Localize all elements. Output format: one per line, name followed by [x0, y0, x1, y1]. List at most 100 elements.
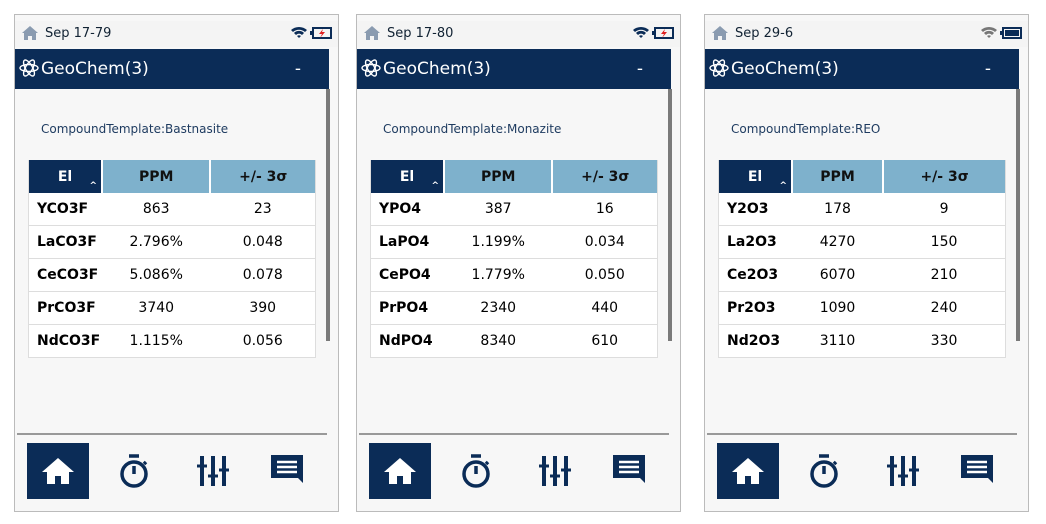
compound-name: PrPO4 [370, 291, 444, 325]
compound-template-label: CompoundTemplate:REO [731, 122, 881, 136]
column-sigma[interactable]: +/- 3σ [551, 160, 658, 193]
table-header: El ^ PPM +/- 3σ [28, 160, 316, 193]
column-ppm[interactable]: PPM [790, 160, 884, 193]
divider [17, 433, 327, 435]
scrollbar[interactable] [668, 89, 672, 341]
ppm-value: 1.779% [444, 258, 553, 292]
column-el[interactable]: El ^ [28, 160, 102, 193]
compound-name: La2O3 [718, 225, 792, 259]
device-screen: Sep 17-80 GeoChem(3) - CompoundTemplate:… [356, 14, 681, 512]
sliders-icon [197, 456, 229, 486]
timer-nav-button[interactable] [457, 443, 497, 499]
column-ppm[interactable]: PPM [442, 160, 553, 193]
sigma-value: 0.034 [552, 225, 658, 259]
scrollbar[interactable] [326, 89, 330, 341]
ppm-value: 6070 [792, 258, 884, 292]
table-row[interactable]: YCO3F 863 23 [28, 193, 316, 226]
timer-nav-button[interactable] [805, 443, 845, 499]
settings-nav-button[interactable] [883, 443, 923, 499]
compound-name: Y2O3 [718, 193, 792, 226]
sigma-value: 0.056 [210, 324, 316, 358]
sort-ascending-icon: ^ [89, 181, 97, 191]
ppm-value: 4270 [792, 225, 884, 259]
table-row[interactable]: Pr2O3 1090 240 [718, 291, 1006, 325]
table-row[interactable]: CeCO3F 5.086% 0.078 [28, 258, 316, 292]
status-bar: Sep 29-6 [705, 21, 1028, 47]
table-row[interactable]: LaPO4 1.199% 0.034 [370, 225, 658, 259]
sigma-value: 16 [552, 193, 658, 226]
app-header: GeoChem(3) - [15, 49, 329, 89]
table-row[interactable]: NdCO3F 1.115% 0.056 [28, 324, 316, 358]
results-table: El ^ PPM +/- 3σ YPO4 387 16 LaPO4 1.199% … [370, 160, 658, 358]
sigma-value: 9 [883, 193, 1006, 226]
sigma-value: 23 [210, 193, 316, 226]
messages-nav-button[interactable] [957, 443, 997, 499]
table-row[interactable]: PrPO4 2340 440 [370, 291, 658, 325]
table-row[interactable]: La2O3 4270 150 [718, 225, 1006, 259]
table-row[interactable]: Nd2O3 3110 330 [718, 324, 1006, 358]
messages-nav-button[interactable] [267, 443, 307, 499]
column-label: El [399, 168, 415, 185]
timer-nav-button[interactable] [115, 443, 155, 499]
minimize-button[interactable]: - [984, 59, 991, 79]
wifi-icon [633, 26, 649, 38]
table-row[interactable]: Y2O3 178 9 [718, 193, 1006, 226]
table-row[interactable]: LaCO3F 2.796% 0.048 [28, 225, 316, 259]
compound-name: CeCO3F [28, 258, 102, 292]
column-el[interactable]: El ^ [370, 160, 444, 193]
atom-icon [361, 59, 381, 77]
scrollbar[interactable] [1016, 89, 1020, 341]
ppm-value: 2340 [444, 291, 553, 325]
table-row[interactable]: CePO4 1.779% 0.050 [370, 258, 658, 292]
table-row[interactable]: YPO4 387 16 [370, 193, 658, 226]
sigma-value: 0.048 [210, 225, 316, 259]
minimize-button[interactable]: - [294, 59, 301, 79]
column-el[interactable]: El ^ [718, 160, 792, 193]
table-row[interactable]: Ce2O3 6070 210 [718, 258, 1006, 292]
sliders-icon [539, 456, 571, 486]
column-sigma[interactable]: +/- 3σ [209, 160, 316, 193]
sigma-value: 610 [552, 324, 658, 358]
compound-name: LaCO3F [28, 225, 102, 259]
settings-nav-button[interactable] [535, 443, 575, 499]
ppm-value: 863 [102, 193, 211, 226]
ppm-value: 2.796% [102, 225, 211, 259]
settings-nav-button[interactable] [193, 443, 233, 499]
table-header: El ^ PPM +/- 3σ [718, 160, 1006, 193]
sigma-value: 0.078 [210, 258, 316, 292]
home-nav-button[interactable] [27, 443, 89, 499]
date-label: Sep 29-6 [735, 26, 794, 41]
sigma-value: 240 [883, 291, 1006, 325]
sliders-icon [887, 456, 919, 486]
compound-name: NdCO3F [28, 324, 102, 358]
ppm-value: 178 [792, 193, 884, 226]
sigma-value: 390 [210, 291, 316, 325]
app-title: GeoChem(3) [383, 59, 491, 79]
home-nav-button[interactable] [369, 443, 431, 499]
app-title: GeoChem(3) [41, 59, 149, 79]
table-row[interactable]: NdPO4 8340 610 [370, 324, 658, 358]
column-label: El [747, 168, 763, 185]
minimize-button[interactable]: - [636, 59, 643, 79]
ppm-value: 1.199% [444, 225, 553, 259]
column-ppm[interactable]: PPM [100, 160, 211, 193]
compound-template-label: CompoundTemplate:Bastnasite [41, 122, 229, 136]
stopwatch-icon [462, 454, 490, 488]
sigma-value: 330 [883, 324, 1006, 358]
messages-nav-button[interactable] [609, 443, 649, 499]
sort-ascending-icon: ^ [779, 181, 787, 191]
home-nav-button[interactable] [717, 443, 779, 499]
compound-name: LaPO4 [370, 225, 444, 259]
ppm-value: 5.086% [102, 258, 211, 292]
home-icon [22, 26, 38, 40]
status-bar: Sep 17-79 [15, 21, 338, 47]
message-icon [961, 455, 993, 483]
compound-name: YPO4 [370, 193, 444, 226]
app-title: GeoChem(3) [731, 59, 839, 79]
ppm-value: 3740 [102, 291, 211, 325]
compound-name: YCO3F [28, 193, 102, 226]
date-label: Sep 17-79 [45, 26, 112, 41]
atom-icon [19, 59, 39, 77]
table-row[interactable]: PrCO3F 3740 390 [28, 291, 316, 325]
column-sigma[interactable]: +/- 3σ [882, 160, 1006, 193]
